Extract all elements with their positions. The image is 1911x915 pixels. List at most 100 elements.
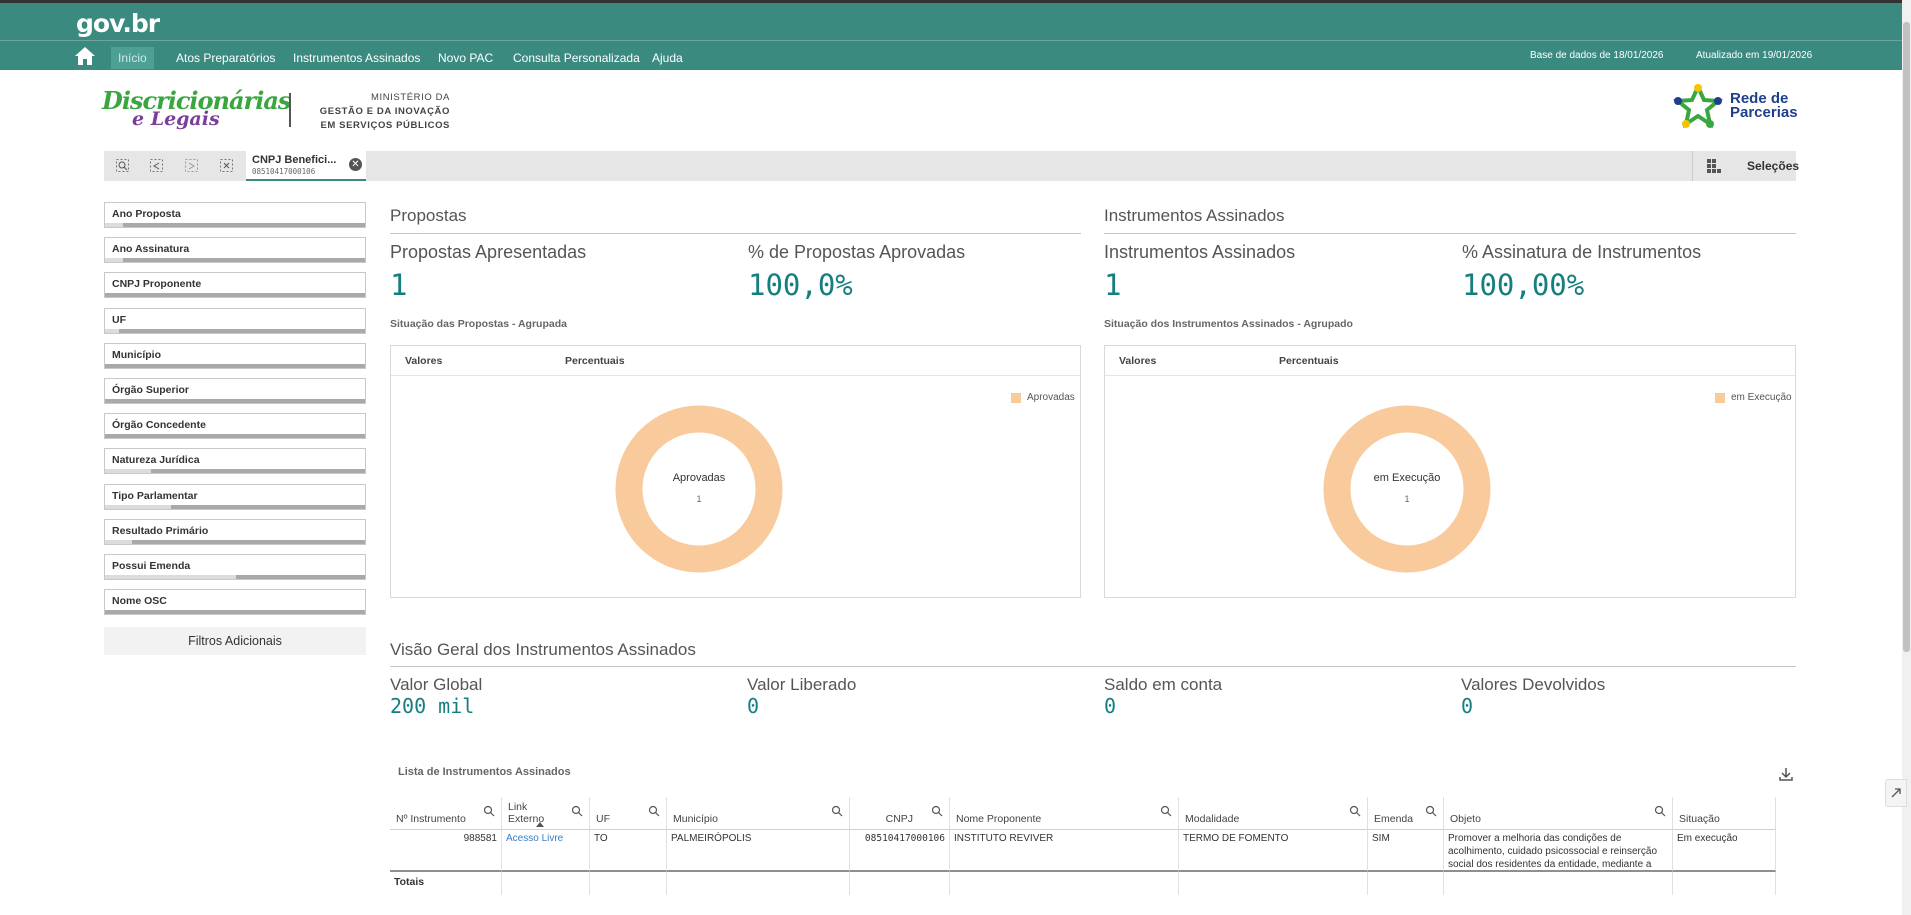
donut-center-label: em Execução <box>1373 472 1441 484</box>
search-icon[interactable] <box>1160 805 1172 817</box>
scrollbar-thumb[interactable] <box>1903 22 1910 652</box>
cell-col-cnpj: 08510417000106 <box>850 830 950 872</box>
clear-all-icon[interactable] <box>220 159 236 173</box>
tab-percentuais[interactable]: Percentuais <box>1279 355 1339 367</box>
donut-center-label: Aprovadas <box>672 472 726 484</box>
search-icon[interactable] <box>648 805 660 817</box>
header-col-cnpj[interactable]: CNPJ <box>850 797 950 830</box>
propostas-apresentadas-value: 1 <box>390 268 408 302</box>
header-label: Modalidade <box>1185 813 1240 825</box>
filter-state-segment <box>105 504 171 509</box>
valor-global-value: 200 mil <box>390 694 475 718</box>
legend-label-aprovadas[interactable]: Aprovadas <box>1027 392 1075 403</box>
legend-label-em-execucao[interactable]: em Execução <box>1731 392 1792 403</box>
totals-cell <box>1179 872 1368 895</box>
nav-novo-pac[interactable]: Novo PAC <box>438 51 494 65</box>
tab-valores[interactable]: Valores <box>405 355 443 367</box>
search-icon[interactable] <box>931 805 943 817</box>
nav-atos-preparatorios[interactable]: Atos Preparatórios <box>176 51 276 65</box>
header-label: Nº Instrumento <box>396 813 466 825</box>
search-icon[interactable] <box>1349 805 1361 817</box>
search-icon[interactable] <box>1654 805 1666 817</box>
download-icon[interactable] <box>1778 766 1794 782</box>
filter-resultado-primario[interactable]: Resultado Primário <box>104 518 366 545</box>
instrumentos-title: Instrumentos Assinados <box>1104 206 1285 225</box>
header-col-nome-proponente[interactable]: Nome Proponente <box>950 797 1179 830</box>
nav-inicio[interactable]: Início <box>111 47 154 69</box>
top-header: gov.br Início Atos Preparatórios Instrum… <box>0 0 1911 70</box>
filter-tipo-parlamentar[interactable]: Tipo Parlamentar <box>104 483 366 510</box>
header-col-numero[interactable]: Nº Instrumento <box>390 797 502 830</box>
govbr-logo[interactable]: gov.br <box>76 9 160 38</box>
instrumentos-chart[interactable]: Valores Percentuais em Execução em Execu… <box>1104 345 1796 598</box>
instrumentos-donut[interactable] <box>1105 346 1797 599</box>
filter-uf[interactable]: UF <box>104 307 366 334</box>
selection-chip-cnpj[interactable]: CNPJ Benefici... 08510417000106 ✕ <box>246 151 366 181</box>
nav-ajuda[interactable]: Ajuda <box>652 51 683 65</box>
filter-orgao-superior[interactable]: Órgão Superior <box>104 378 366 404</box>
logo-divider <box>289 93 291 127</box>
filter-state-bar <box>105 539 365 544</box>
logo-legais-text: e Legais <box>132 108 220 130</box>
filter-municipio[interactable]: Município <box>104 342 366 369</box>
filter-state-bar <box>105 328 365 333</box>
filter-state-bar <box>105 504 365 509</box>
filter-natureza-juridica[interactable]: Natureza Jurídica <box>104 448 366 475</box>
header-col-situacao[interactable]: Situação <box>1673 797 1776 830</box>
filter-label: UF <box>112 313 126 326</box>
step-forward-icon[interactable] <box>185 159 201 173</box>
side-expand-icon[interactable] <box>1885 779 1907 807</box>
filter-label: Nome OSC <box>112 595 167 608</box>
visao-geral-title: Visão Geral dos Instrumentos Assinados <box>390 640 696 659</box>
saldo-conta-label: Saldo em conta <box>1104 675 1223 694</box>
smart-search-icon[interactable] <box>116 159 132 173</box>
header-col-objeto[interactable]: Objeto <box>1444 797 1673 830</box>
chip-close-icon[interactable]: ✕ <box>349 158 362 171</box>
rede-line1: Rede de <box>1730 90 1789 107</box>
acesso-livre-link[interactable]: Acesso Livre <box>502 830 590 872</box>
nav-consulta-personalizada[interactable]: Consulta Personalizada <box>513 51 640 65</box>
instrumentos-chart-tabs: Valores Percentuais <box>1105 346 1795 376</box>
instrumentos-divider <box>1104 233 1796 234</box>
home-icon[interactable] <box>74 46 96 66</box>
nav-instrumentos-assinados[interactable]: Instrumentos Assinados <box>293 51 421 65</box>
propostas-chart[interactable]: Valores Percentuais Aprovadas Aprovadas … <box>390 345 1081 598</box>
search-icon[interactable] <box>571 805 583 817</box>
search-icon[interactable] <box>831 805 843 817</box>
main-nav: Início Atos Preparatórios Instrumentos A… <box>0 40 1911 73</box>
header-col-municipio[interactable]: Município <box>667 797 850 830</box>
header-col-emenda[interactable]: Emenda <box>1368 797 1444 830</box>
selections-button[interactable]: Seleções <box>1692 151 1799 181</box>
lista-instrumentos-title: Lista de Instrumentos Assinados <box>398 766 571 778</box>
tab-valores[interactable]: Valores <box>1119 355 1157 367</box>
sort-ascending-icon[interactable] <box>536 822 544 827</box>
filter-ano-assinatura[interactable]: Ano Assinatura <box>104 237 366 264</box>
step-back-icon[interactable] <box>150 159 166 173</box>
totals-label: Totais <box>390 872 502 895</box>
header-col-link-externo[interactable]: Link Externo <box>502 797 590 830</box>
page-scrollbar[interactable] <box>1902 0 1911 915</box>
search-icon[interactable] <box>483 805 495 817</box>
ministerio-line2: GESTÃO E DA INOVAÇÃO <box>319 106 450 117</box>
filter-orgao-concedente[interactable]: Órgão Concedente <box>104 413 366 440</box>
propostas-aprovadas-label: % de Propostas Aprovadas <box>748 242 966 262</box>
search-icon[interactable] <box>1425 805 1437 817</box>
filter-nome-osc[interactable]: Nome OSC <box>104 589 366 616</box>
header-col-modalidade[interactable]: Modalidade <box>1179 797 1368 830</box>
header-label: Município <box>673 813 718 825</box>
filter-ano-proposta[interactable]: Ano Proposta <box>104 202 366 228</box>
valor-liberado-value: 0 <box>747 694 760 718</box>
cell-col-modalidade: TERMO DE FOMENTO <box>1179 830 1368 872</box>
propostas-donut[interactable] <box>391 346 1082 599</box>
propostas-title: Propostas <box>390 206 467 225</box>
logo-discricionarias-text: Discricionárias <box>102 86 291 115</box>
situacao-propostas-title: Situação das Propostas - Agrupada <box>390 318 567 330</box>
chip-title: CNPJ Benefici... <box>252 154 337 166</box>
discricionarias-logo: Discricionárias e Legais <box>102 86 291 136</box>
tab-percentuais[interactable]: Percentuais <box>565 355 625 367</box>
filter-cnpj-proponente[interactable]: CNPJ Proponente <box>104 272 366 299</box>
filter-possui-emenda[interactable]: Possui Emenda <box>104 554 366 580</box>
filtros-adicionais-button[interactable]: Filtros Adicionais <box>104 627 366 655</box>
assinatura-instrumentos-label: % Assinatura de Instrumentos <box>1462 242 1702 262</box>
header-col-uf[interactable]: UF <box>590 797 667 830</box>
